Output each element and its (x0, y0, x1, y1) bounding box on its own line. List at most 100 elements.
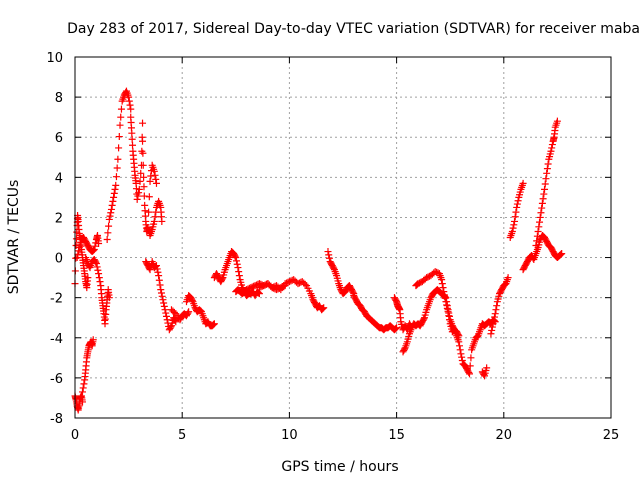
data-point (255, 290, 263, 298)
data-point (152, 179, 160, 187)
data-point (491, 310, 499, 318)
data-point (163, 316, 171, 324)
data-point (231, 252, 239, 260)
y-tick-label: 6 (55, 131, 63, 146)
data-point (135, 189, 143, 197)
y-tick-label: -8 (50, 412, 63, 427)
data-point (125, 93, 133, 101)
data-point (150, 217, 158, 225)
data-point (391, 325, 399, 333)
data-point (543, 165, 551, 173)
data-point (162, 312, 170, 320)
data-point (162, 309, 170, 317)
data-point (318, 305, 326, 313)
data-point (145, 264, 153, 272)
data-point (325, 251, 333, 259)
data-point (107, 209, 115, 217)
data-point (155, 276, 163, 284)
data-point (139, 161, 147, 169)
data-point (493, 302, 501, 310)
data-point (455, 342, 463, 350)
data-point (393, 324, 401, 332)
data-point (445, 316, 453, 324)
data-point (111, 185, 119, 193)
data-point (541, 180, 549, 188)
data-point (557, 250, 565, 258)
data-point (117, 113, 125, 121)
data-point (455, 338, 463, 346)
data-point (112, 173, 120, 181)
data-point (167, 323, 175, 331)
y-tick-label: 4 (55, 171, 63, 186)
data-point (110, 189, 118, 197)
data-point (157, 289, 165, 297)
data-point (542, 175, 550, 183)
data-point (440, 288, 448, 296)
data-point (235, 268, 243, 276)
data-point (488, 323, 496, 331)
data-point (136, 177, 144, 185)
data-point (79, 384, 87, 392)
data-point (91, 242, 99, 250)
data-point (325, 254, 333, 262)
x-tick-label: 0 (71, 428, 79, 443)
data-point (547, 147, 555, 155)
data-point (105, 294, 113, 302)
plot-frame (74, 56, 612, 419)
data-point (157, 286, 165, 294)
data-point (444, 308, 452, 316)
data-point (135, 185, 143, 193)
data-point (532, 242, 540, 250)
data-point (158, 292, 166, 300)
data-point (95, 240, 103, 248)
data-point (127, 105, 135, 113)
data-point (301, 280, 309, 288)
data-point (152, 262, 160, 270)
data-point (92, 260, 100, 268)
data-point (457, 350, 465, 358)
data-point (533, 237, 541, 245)
x-tick-label: 15 (388, 428, 405, 443)
data-point (254, 288, 262, 296)
data-point (232, 254, 240, 262)
y-tick-label: 8 (55, 91, 63, 106)
data-point (233, 260, 241, 268)
data-point (539, 195, 547, 203)
data-point (140, 192, 148, 200)
data-point (420, 315, 428, 323)
data-point (125, 97, 133, 105)
data-point (113, 164, 121, 172)
x-tick-label: 25 (603, 428, 620, 443)
data-point (408, 324, 416, 332)
data-point (171, 316, 179, 324)
data-point (94, 266, 102, 274)
data-point (151, 171, 159, 179)
data-point (139, 149, 147, 157)
data-point (75, 247, 83, 255)
data-point (538, 199, 546, 207)
data-point (513, 200, 521, 208)
data-point (534, 227, 542, 235)
data-point (218, 275, 226, 283)
data-point (128, 135, 136, 143)
data-point (150, 167, 158, 175)
data-point (112, 181, 120, 189)
data-point (556, 251, 564, 259)
data-point (95, 274, 103, 282)
data-point (480, 371, 488, 379)
data-point (107, 205, 115, 213)
data-point (210, 320, 218, 328)
data-point (90, 246, 98, 254)
data-point (145, 208, 153, 216)
x-axis-label: GPS time / hours (281, 459, 398, 475)
data-point (154, 268, 162, 276)
data-point (537, 209, 545, 217)
data-point (548, 141, 556, 149)
data-point (548, 144, 556, 152)
data-point (103, 236, 111, 244)
data-point (74, 250, 82, 258)
data-point (445, 312, 453, 320)
data-point (489, 320, 497, 328)
data-point (488, 326, 496, 334)
data-point (95, 270, 103, 278)
